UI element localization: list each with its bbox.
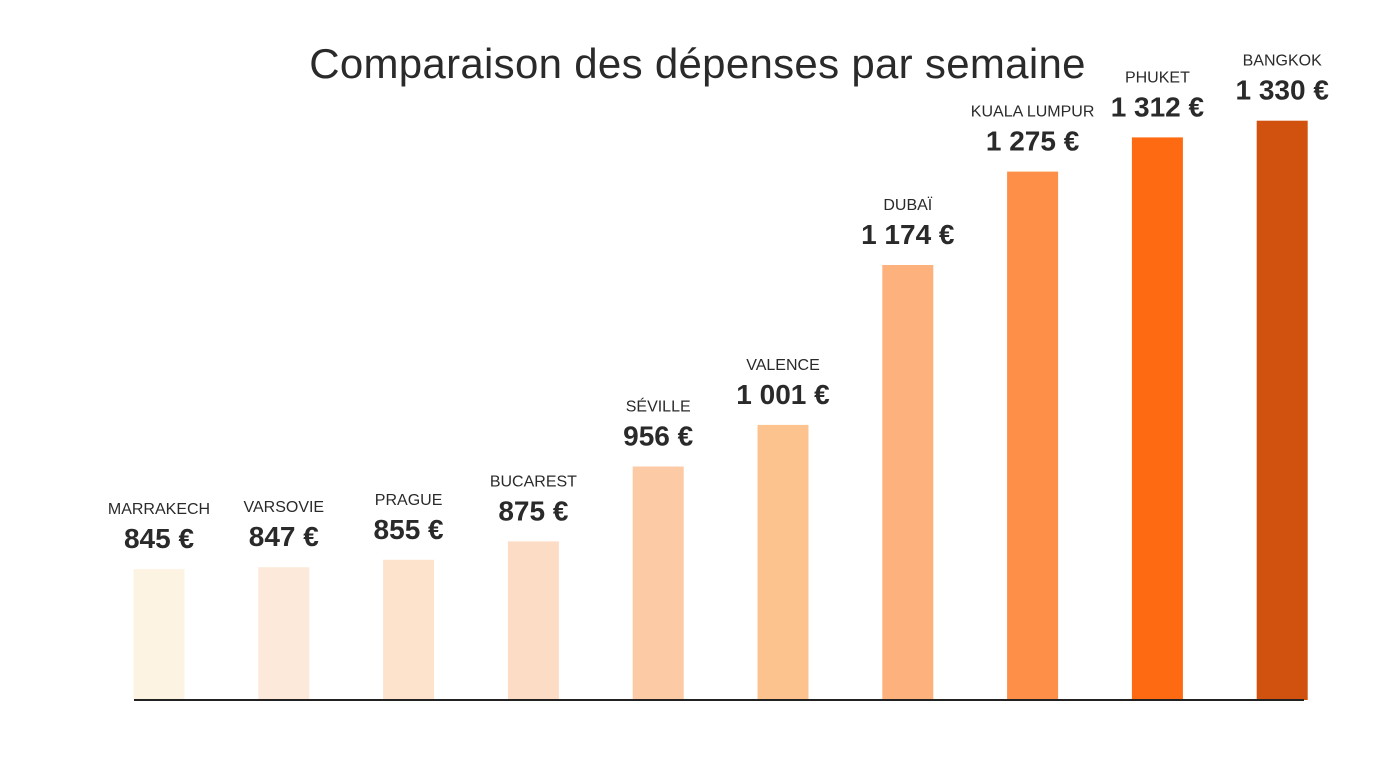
- category-label: BANGKOK: [1243, 53, 1322, 70]
- category-label: BUCAREST: [490, 473, 577, 490]
- bar-duba-: [882, 265, 934, 700]
- value-label: 847 €: [249, 521, 319, 552]
- value-label: 1 001 €: [736, 379, 830, 410]
- chart-title: Comparaison des dépenses par semaine: [309, 40, 1086, 87]
- bar-kuala-lumpur: [1007, 171, 1059, 701]
- bar-bucarest: [507, 541, 559, 700]
- category-label: SÉVILLE: [626, 397, 691, 416]
- value-label: 845 €: [124, 523, 194, 554]
- category-label: MARRAKECH: [108, 501, 210, 518]
- labels-group: 845 € MARRAKECH 847 € VARSOVIE 855 € PRAGUE 87…: [108, 53, 1329, 554]
- bar-prague: [383, 559, 435, 700]
- value-label: 1 330 €: [1235, 75, 1329, 106]
- category-label: DUBAÏ: [883, 196, 932, 214]
- value-label: 875 €: [498, 495, 568, 526]
- bar-phuket: [1131, 137, 1183, 700]
- category-label: PRAGUE: [375, 492, 443, 509]
- value-label: 1 312 €: [1111, 91, 1205, 122]
- value-label: 1 174 €: [861, 219, 955, 250]
- value-label: 855 €: [374, 514, 444, 545]
- bar-valence: [757, 424, 809, 700]
- value-label: 956 €: [623, 421, 693, 452]
- bar-bangkok: [1256, 120, 1308, 700]
- value-label: 1 275 €: [986, 126, 1080, 157]
- bar-varsovie: [258, 567, 310, 700]
- category-label: PHUKET: [1125, 69, 1190, 86]
- category-label: KUALA LUMPUR: [971, 104, 1095, 121]
- category-label: VALENCE: [746, 357, 820, 374]
- category-label: VARSOVIE: [243, 499, 324, 516]
- bar-marrakech: [133, 569, 185, 700]
- bar-s-ville: [632, 466, 684, 700]
- bars-group: [133, 120, 1308, 701]
